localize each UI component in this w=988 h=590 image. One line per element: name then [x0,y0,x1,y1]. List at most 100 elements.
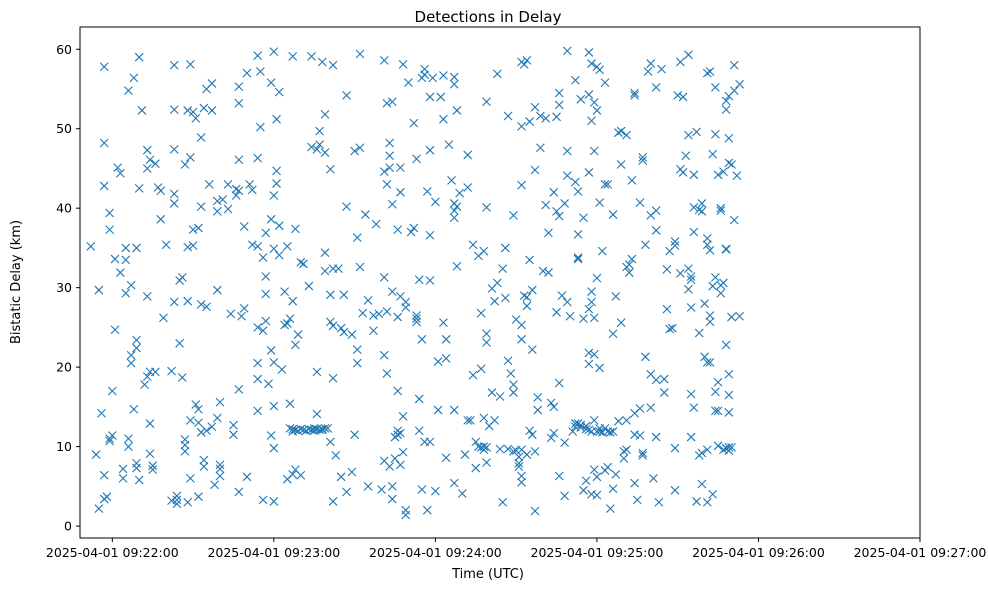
data-point [428,73,438,83]
data-point [705,67,715,76]
data-point [538,266,548,276]
data-point [258,495,268,505]
data-point [562,297,572,307]
data-point [336,472,346,482]
data-point [490,415,500,425]
data-point [716,206,726,215]
data-point [635,431,645,440]
data-point [121,255,131,265]
data-point [710,406,720,416]
data-point [724,369,734,379]
data-point [430,486,440,496]
data-point [113,163,123,173]
data-point [587,116,596,126]
data-point [546,398,556,408]
data-point [487,388,497,397]
data-point [395,187,405,197]
data-point [705,245,715,255]
data-point [686,275,696,285]
data-point [552,112,561,122]
data-point [678,168,688,177]
data-point [509,210,518,220]
data-point [261,272,271,281]
data-point [449,405,459,415]
data-point [336,323,346,333]
data-point [369,311,378,320]
data-point [352,233,362,242]
data-point [395,428,405,438]
data-point [420,70,430,80]
data-point [436,92,446,102]
data-point [304,281,314,291]
data-point [727,312,736,322]
data-point [565,311,575,321]
data-point [584,425,594,435]
data-point [371,219,381,229]
data-point [142,292,152,301]
data-point [417,334,427,344]
data-point [406,227,416,237]
data-point [686,389,696,399]
data-point [554,378,564,388]
data-point [514,458,524,468]
data-point [229,420,238,430]
data-point [562,46,572,56]
data-point [159,313,168,323]
data-point [530,446,540,456]
data-point [253,153,263,163]
x-tick-label: 2025-04-01 09:27:00 [854,545,987,560]
data-point [482,329,491,339]
data-point [185,415,195,425]
data-point [544,228,553,238]
data-point [465,415,475,425]
data-point [517,334,526,344]
data-point [681,151,691,161]
data-point [678,92,688,102]
data-point [662,264,672,274]
data-point [269,497,279,506]
data-point [608,427,618,436]
data-point [379,167,389,177]
data-point [325,164,335,174]
data-point [708,149,718,159]
data-point [692,497,701,506]
data-point [476,364,486,374]
data-point [150,367,160,377]
data-point [713,441,723,451]
data-point [710,129,720,139]
data-point [579,213,588,223]
data-point [463,150,473,160]
data-point [479,442,489,451]
data-point [643,67,653,76]
data-point [732,171,742,181]
data-point [503,444,513,454]
data-point [253,241,263,251]
data-point [347,330,357,339]
data-point [675,57,685,67]
x-tick-label: 2025-04-01 09:26:00 [692,545,825,560]
data-point [597,246,607,256]
data-point [533,392,543,402]
data-point [721,105,731,115]
data-point [196,202,206,211]
data-point [355,143,365,153]
data-point [670,241,680,250]
data-point [670,443,680,453]
data-point [172,495,182,505]
data-point [721,244,731,254]
data-point [514,462,524,471]
data-point [719,167,728,177]
data-point [140,380,150,390]
data-point [651,375,661,385]
data-point [457,489,467,498]
data-point [479,413,489,423]
data-point [605,427,615,437]
data-point [595,65,605,75]
data-point [315,425,325,435]
data-point [522,301,532,311]
data-point [608,210,618,219]
data-point [635,198,645,208]
data-point [385,462,395,471]
data-point [727,443,736,452]
data-point [522,450,532,459]
